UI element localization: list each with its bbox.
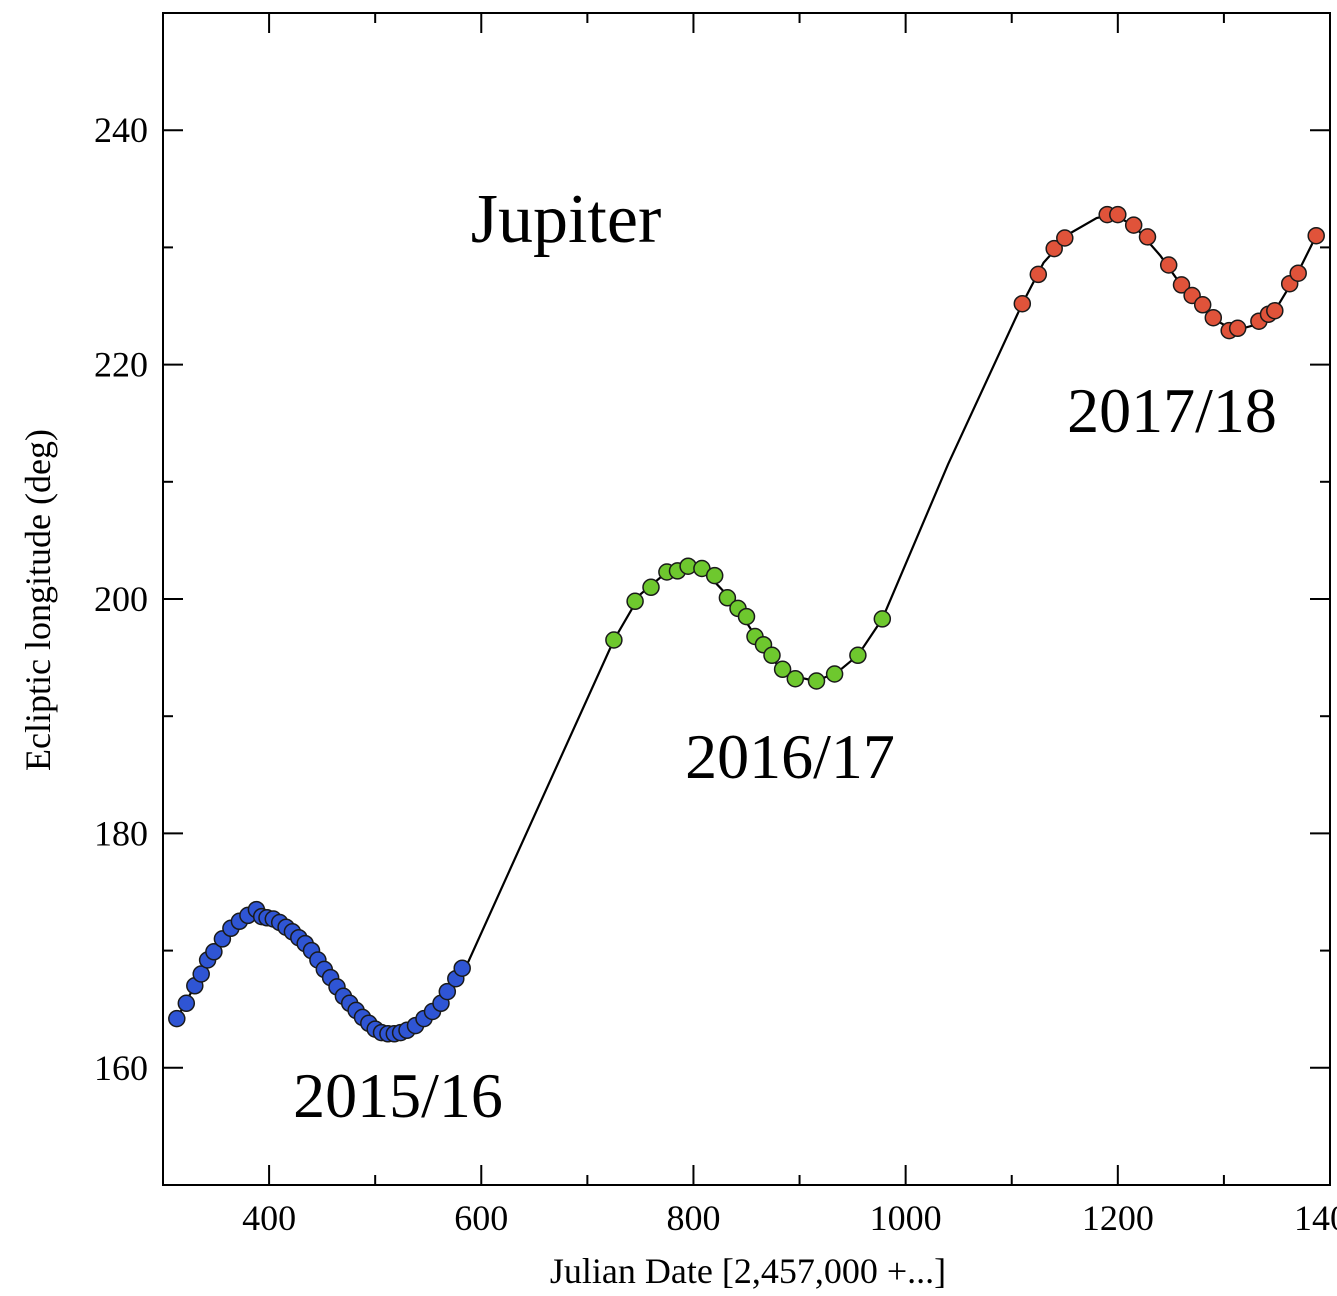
y-axis-ticks: 160 180 200 220 240 bbox=[94, 12, 1330, 1186]
x-tick-label: 1400 bbox=[1294, 1198, 1337, 1238]
data-point-series-2 bbox=[825, 665, 844, 683]
y-tick-label: 180 bbox=[94, 813, 148, 853]
data-point-series-1 bbox=[453, 959, 471, 977]
x-tick-label: 1000 bbox=[870, 1198, 942, 1238]
data-point-series-1 bbox=[177, 994, 196, 1013]
x-tick-label: 800 bbox=[666, 1198, 720, 1238]
data-point-series-3 bbox=[1045, 239, 1063, 258]
data-point-series-3 bbox=[1266, 301, 1284, 320]
data-point-series-1 bbox=[168, 1009, 186, 1028]
x-tick-label: 400 bbox=[242, 1198, 296, 1238]
data-point-series-2 bbox=[849, 646, 867, 665]
plot-title: Jupiter bbox=[471, 181, 662, 258]
y-tick-label: 200 bbox=[94, 579, 148, 619]
data-point-series-2 bbox=[626, 592, 644, 611]
data-point-series-3 bbox=[1228, 319, 1247, 338]
data-point-series-3 bbox=[1204, 308, 1223, 327]
data-point-series-3 bbox=[1172, 276, 1191, 294]
data-point-series-2 bbox=[786, 669, 805, 688]
y-tick-label: 220 bbox=[94, 345, 148, 385]
data-point-series-3 bbox=[1159, 256, 1178, 274]
data-point-series-1 bbox=[438, 982, 457, 1001]
season-label-2016-17: 2016/17 bbox=[685, 721, 895, 792]
y-tick-label: 160 bbox=[94, 1048, 148, 1088]
data-point-series-2 bbox=[718, 589, 737, 607]
data-points bbox=[168, 205, 1325, 1043]
season-label-2017-18: 2017/18 bbox=[1067, 375, 1277, 446]
data-point-series-2 bbox=[763, 646, 781, 665]
y-tick-label: 240 bbox=[94, 110, 148, 150]
data-point-series-3 bbox=[1193, 296, 1212, 314]
data-point-series-1 bbox=[205, 943, 223, 961]
x-tick-label: 600 bbox=[454, 1198, 508, 1238]
data-point-series-3 bbox=[1289, 264, 1307, 282]
data-point-series-2 bbox=[705, 566, 724, 585]
x-axis-label: Julian Date [2,457,000 +...] bbox=[550, 1251, 946, 1291]
data-point-series-3 bbox=[1013, 294, 1032, 313]
data-point-series-3 bbox=[1109, 205, 1127, 224]
data-point-series-3 bbox=[1029, 265, 1048, 284]
plot-frame bbox=[162, 12, 1331, 1186]
data-point-series-2 bbox=[807, 672, 826, 690]
data-point-series-3 bbox=[1056, 229, 1074, 247]
data-point-series-3 bbox=[1307, 226, 1325, 245]
data-point-series-2 bbox=[605, 631, 623, 649]
x-tick-label: 1200 bbox=[1082, 1198, 1154, 1238]
season-label-2015-16: 2015/16 bbox=[293, 1060, 503, 1131]
data-point-series-2 bbox=[773, 660, 792, 679]
x-axis-ticks: 400 600 800 1000 1200 1400 bbox=[162, 13, 1337, 1238]
data-point-series-1 bbox=[192, 965, 210, 983]
y-axis-label: Ecliptic longitude (deg) bbox=[18, 429, 58, 771]
data-point-series-3 bbox=[1138, 228, 1157, 246]
data-point-series-2 bbox=[737, 607, 756, 626]
data-point-series-3 bbox=[1124, 216, 1143, 234]
data-point-series-2 bbox=[642, 578, 660, 597]
data-point-series-2 bbox=[873, 610, 892, 628]
